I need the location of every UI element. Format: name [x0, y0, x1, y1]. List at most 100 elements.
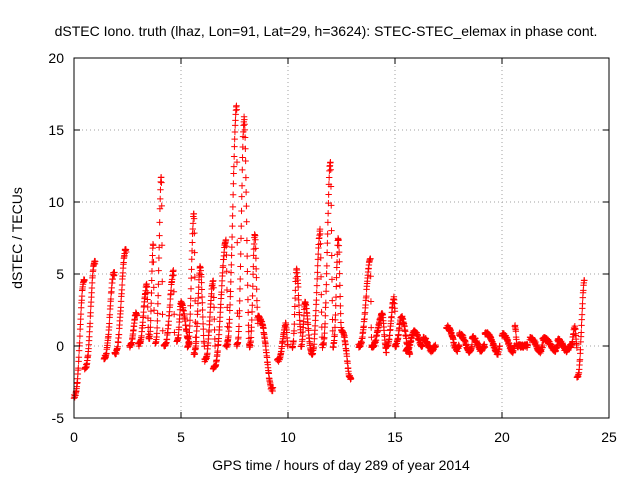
data-point — [324, 230, 331, 238]
arc-34 — [481, 329, 503, 358]
data-point — [244, 268, 251, 275]
arc-27 — [383, 293, 399, 351]
data-point — [193, 334, 200, 341]
data-point — [238, 193, 245, 200]
data-point — [223, 268, 230, 275]
data-point — [191, 249, 198, 256]
data-point — [328, 252, 335, 259]
data-point — [236, 285, 244, 293]
data-point — [191, 229, 198, 237]
data-point — [76, 332, 84, 340]
data-point — [252, 265, 260, 273]
data-point — [237, 235, 245, 242]
data-point — [317, 240, 324, 247]
data-point — [238, 222, 245, 230]
data-point — [148, 267, 156, 275]
data-point — [456, 342, 463, 350]
data-point — [170, 271, 177, 279]
data-point — [210, 284, 217, 291]
data-point — [577, 346, 584, 353]
data-point — [216, 323, 223, 331]
y-tick-label: 0 — [56, 338, 64, 354]
data-point — [186, 329, 193, 336]
data-point — [230, 153, 238, 160]
data-point — [253, 297, 261, 304]
data-point — [187, 310, 194, 318]
arc-6 — [145, 241, 158, 343]
arc-16 — [246, 231, 262, 351]
arc-23 — [329, 235, 345, 351]
data-point — [166, 301, 174, 309]
data-point — [186, 339, 193, 347]
data-point — [238, 207, 245, 215]
data-point — [576, 356, 584, 363]
data-point — [157, 186, 164, 193]
data-point — [229, 212, 236, 220]
data-point — [148, 277, 155, 284]
data-point — [253, 274, 260, 281]
data-point — [230, 180, 237, 187]
data-point — [236, 313, 243, 320]
data-point — [292, 287, 299, 294]
y-tick-label: 10 — [48, 194, 64, 210]
data-point — [336, 293, 344, 300]
y-tick-label: 20 — [48, 50, 64, 66]
data-point — [236, 307, 243, 314]
data-point — [336, 270, 343, 277]
data-point — [318, 308, 325, 316]
data-point — [189, 225, 197, 233]
data-point — [86, 320, 94, 327]
data-point — [226, 307, 233, 314]
arc-32 — [456, 329, 476, 356]
data-point — [249, 292, 256, 300]
data-point — [75, 364, 82, 372]
data-point — [325, 174, 333, 181]
arc-29 — [402, 327, 426, 355]
data-point — [578, 322, 585, 329]
data-point — [77, 310, 85, 318]
data-point — [313, 275, 321, 283]
data-point — [219, 262, 227, 270]
arc-39 — [554, 335, 574, 356]
data-point — [512, 328, 520, 335]
data-point — [367, 298, 375, 305]
data-point — [111, 269, 118, 276]
data-point — [322, 288, 330, 295]
data-point — [229, 191, 237, 198]
data-point — [226, 301, 234, 309]
data-point — [187, 302, 194, 309]
arc-21 — [308, 225, 326, 359]
data-point — [337, 310, 344, 317]
arc-4 — [126, 309, 141, 351]
data-point — [243, 202, 250, 210]
data-point — [211, 315, 218, 323]
data-point — [244, 282, 251, 289]
arc-25 — [355, 255, 375, 351]
data-point — [310, 341, 318, 348]
data-point — [199, 313, 207, 321]
arc-38 — [539, 334, 561, 355]
data-point — [368, 324, 375, 331]
data-point — [230, 170, 237, 177]
data-point — [317, 273, 325, 280]
data-points — [70, 102, 588, 402]
arc-30 — [419, 333, 439, 356]
data-point — [210, 304, 218, 311]
data-point — [578, 329, 585, 336]
data-point — [249, 302, 256, 309]
data-point — [117, 304, 125, 311]
data-point — [290, 337, 297, 345]
data-point — [368, 334, 375, 341]
data-point — [107, 295, 115, 303]
data-point — [237, 250, 244, 258]
data-point — [247, 334, 255, 341]
data-point — [187, 295, 194, 302]
data-point — [170, 311, 178, 318]
arc-22 — [319, 159, 336, 351]
data-point — [242, 174, 250, 181]
data-point — [253, 285, 260, 293]
arc-31 — [443, 322, 463, 355]
data-point — [199, 299, 206, 306]
arc-26 — [368, 310, 390, 356]
